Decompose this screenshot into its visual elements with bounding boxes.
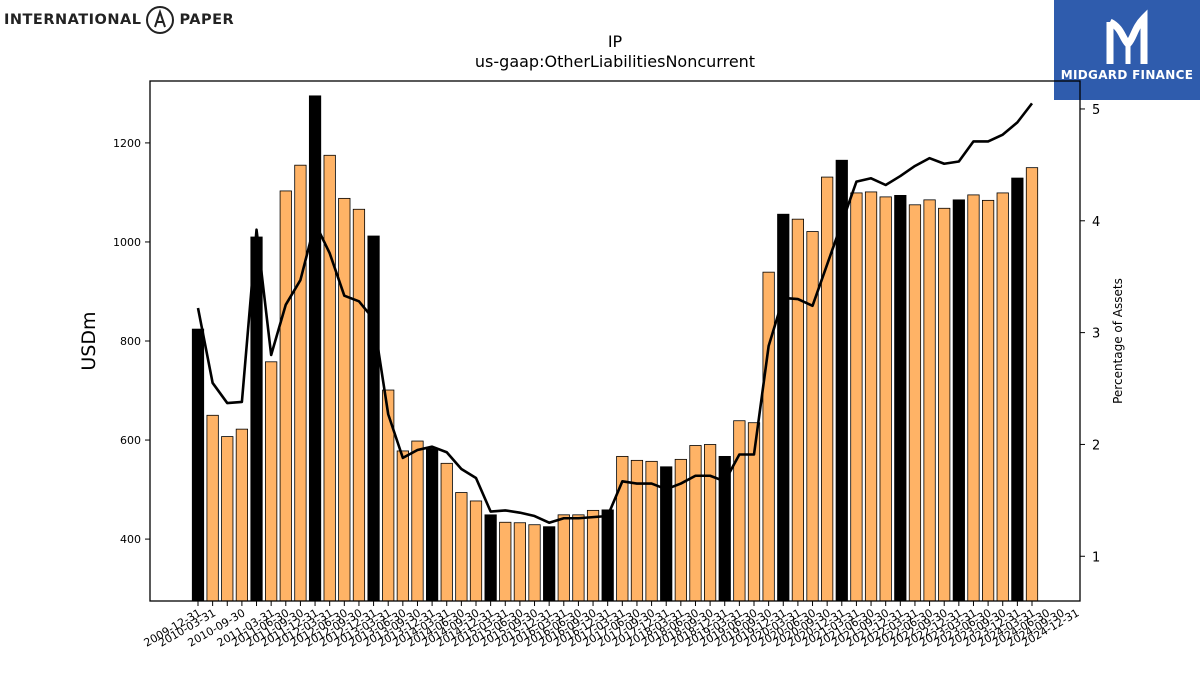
bar-2023-12-31 (1011, 177, 1024, 602)
bar-2018-12-31 (718, 455, 731, 602)
y2-tick-label-5: 5 (1092, 103, 1100, 118)
bar-2019-03-31 (733, 420, 746, 602)
y-tick-label-1200: 1200 (113, 137, 141, 150)
bar-2021-12-31 (894, 194, 907, 602)
bar-2018-06-30 (689, 445, 702, 602)
bar-2015-09-30 (528, 524, 541, 602)
y2-tick-label-4: 4 (1092, 215, 1100, 230)
bar-2016-03-31 (557, 514, 570, 602)
bar-2017-06-30 (630, 459, 644, 602)
bar-2014-12-31 (484, 514, 497, 602)
bar-2012-03-31 (323, 154, 336, 602)
bar-2017-03-31 (616, 455, 629, 602)
bar-2012-12-31 (367, 235, 380, 602)
y-tick-label-400: 400 (120, 533, 141, 546)
logo-word-international: INTERNATIONAL (4, 12, 142, 28)
chart-title: IP (607, 32, 623, 51)
bar-2011-09-30 (294, 164, 307, 602)
bar-2019-09-30 (762, 271, 775, 602)
bar-2023-09-30 (996, 192, 1009, 602)
bar-2022-03-31 (908, 204, 922, 602)
bar-2016-09-30 (586, 509, 600, 602)
midgard-logo-icon (1106, 9, 1148, 64)
bar-2016-12-31 (601, 509, 614, 602)
bar-2020-09-30 (821, 176, 834, 602)
y-tick-label-1000: 1000 (113, 236, 141, 249)
midgard-finance-name: MIDGARD FINANCE (1060, 68, 1194, 82)
bar-2010-09-30 (235, 428, 249, 602)
international-paper-logo-icon (146, 6, 175, 34)
bar-2013-12-31 (425, 448, 439, 602)
bar-2022-12-31 (952, 199, 965, 602)
bar-2012-09-30 (352, 208, 366, 602)
bar-2019-12-31 (777, 213, 790, 602)
chart-subtitle: us-gaap:OtherLiabilitiesNoncurrent (474, 52, 756, 71)
bar-2018-09-30 (704, 444, 717, 602)
midgard-finance-logo: MIDGARD FINANCE (1054, 0, 1200, 100)
bar-2021-09-30 (879, 196, 892, 602)
y-tick-label-800: 800 (120, 335, 141, 348)
international-paper-logo: INTERNATIONAL PAPER (4, 4, 234, 36)
bar-2015-12-31 (543, 526, 556, 602)
bar-2013-09-30 (411, 440, 424, 602)
bar-2022-09-30 (938, 207, 951, 602)
y-axis-label: USDm (78, 311, 100, 370)
bar-2020-03-31 (791, 218, 805, 602)
bar-2021-06-30 (864, 191, 878, 602)
bar-2014-09-30 (469, 500, 483, 602)
logo-word-paper: PAPER (179, 12, 235, 28)
y-tick-label-600: 600 (120, 434, 141, 447)
bar-2013-06-30 (396, 450, 409, 602)
bar-2011-06-30 (279, 190, 292, 602)
bar-2011-03-31 (265, 361, 278, 602)
bar-2023-06-30 (982, 199, 995, 602)
y2-tick-label-1: 1 (1092, 550, 1100, 565)
bar-2010-06-30 (221, 436, 234, 602)
bar-2022-06-30 (923, 199, 936, 602)
bar-2009-12-31 (191, 328, 205, 602)
y2-tick-label-3: 3 (1092, 327, 1100, 342)
bar-2023-03-31 (967, 194, 980, 602)
percentage-line (196, 102, 1034, 525)
bar-2014-03-31 (440, 462, 453, 602)
bar-2020-06-30 (806, 231, 819, 602)
bar-2013-03-31 (382, 389, 395, 602)
bar-2024-03-31 (1025, 167, 1039, 602)
bar-2016-06-30 (572, 514, 585, 602)
bar-2021-03-31 (850, 192, 863, 602)
y2-tick-label-2: 2 (1092, 438, 1100, 453)
bar-2014-06-30 (455, 492, 468, 602)
bar-2015-03-31 (499, 521, 512, 602)
bar-2011-12-31 (308, 95, 322, 602)
bar-2012-06-30 (338, 197, 351, 602)
y2-axis-label: Percentage of Assets (1111, 278, 1125, 404)
bar-2015-06-30 (513, 522, 527, 602)
bar-2010-03-31 (206, 414, 219, 602)
